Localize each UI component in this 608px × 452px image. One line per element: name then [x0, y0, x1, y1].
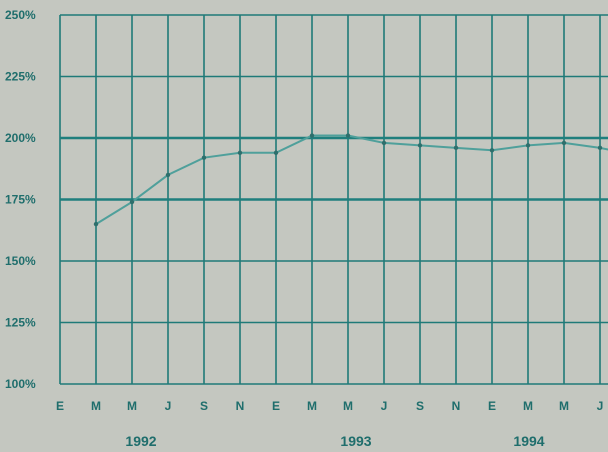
data-point	[381, 140, 387, 146]
data-point	[345, 133, 351, 138]
y-tick-label: 200%	[5, 131, 36, 145]
x-tick-label: S	[416, 399, 424, 413]
data-point	[525, 143, 531, 148]
data-point	[237, 150, 243, 155]
year-label: 1993	[340, 433, 371, 449]
data-point	[561, 140, 567, 146]
x-tick-label: J	[381, 399, 388, 413]
year-label: 1994	[513, 433, 544, 449]
data-point	[93, 221, 99, 227]
series	[93, 133, 608, 227]
y-tick-label: 175%	[5, 193, 36, 207]
data-point	[597, 145, 603, 151]
y-tick-label: 250%	[5, 8, 36, 22]
x-tick-label: E	[272, 399, 280, 413]
year-labels: 1992 1993 1994	[125, 433, 544, 449]
data-point	[129, 199, 135, 205]
x-tick-label: E	[56, 399, 64, 413]
year-label: 1992	[125, 433, 156, 449]
y-axis-labels: 100% 125% 150% 175% 200% 225% 250%	[5, 8, 36, 391]
data-point	[489, 148, 495, 153]
data-point	[165, 172, 171, 178]
x-tick-label: J	[597, 399, 604, 413]
x-tick-label: M	[523, 399, 533, 413]
y-tick-label: 225%	[5, 70, 36, 84]
data-point	[309, 133, 315, 138]
x-tick-label: M	[91, 399, 101, 413]
x-tick-label: M	[343, 399, 353, 413]
x-tick-label: M	[307, 399, 317, 413]
y-tick-label: 100%	[5, 377, 36, 391]
x-tick-label: S	[200, 399, 208, 413]
x-tick-label: E	[488, 399, 496, 413]
data-point	[453, 145, 459, 151]
x-tick-label: M	[559, 399, 569, 413]
x-tick-label: M	[127, 399, 137, 413]
y-tick-label: 150%	[5, 254, 36, 268]
x-tick-label: N	[452, 399, 461, 413]
data-point	[417, 143, 423, 148]
x-tick-label: J	[165, 399, 172, 413]
reference-lines	[60, 136, 608, 201]
y-tick-label: 125%	[5, 316, 36, 330]
x-tick-label: N	[236, 399, 245, 413]
data-point	[201, 155, 207, 160]
data-point	[273, 150, 279, 155]
series-line	[95, 134, 608, 225]
